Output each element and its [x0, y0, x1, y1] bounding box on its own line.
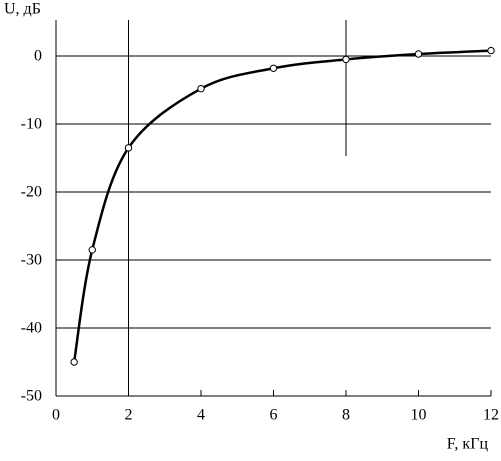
y-tick-label: -40 — [21, 320, 42, 337]
data-point — [342, 55, 350, 64]
y-axis-label: U, дБ — [4, 1, 41, 18]
data-point — [269, 64, 278, 72]
y-tick-label: -20 — [21, 184, 42, 201]
y-tick-label: -10 — [21, 116, 42, 133]
x-tick-label: 12 — [483, 407, 499, 424]
x-tick-label: 0 — [52, 407, 60, 424]
data-line — [72, 49, 492, 363]
y-tick-label: -30 — [21, 252, 42, 269]
y-tick-label: 0 — [34, 48, 42, 65]
data-point — [197, 84, 205, 93]
data-point — [70, 358, 78, 366]
data-point — [487, 46, 495, 55]
x-tick-label: 6 — [270, 407, 278, 424]
x-tick-label: 2 — [125, 407, 133, 424]
x-tick-label: 10 — [411, 407, 427, 424]
data-point — [414, 50, 423, 58]
x-tick-label: 4 — [197, 407, 205, 424]
data-point — [88, 246, 96, 254]
x-axis-label: F, кГц — [447, 436, 489, 453]
x-tick-label: 8 — [342, 407, 350, 424]
data-point — [124, 144, 133, 152]
y-tick-label: -50 — [21, 388, 42, 405]
